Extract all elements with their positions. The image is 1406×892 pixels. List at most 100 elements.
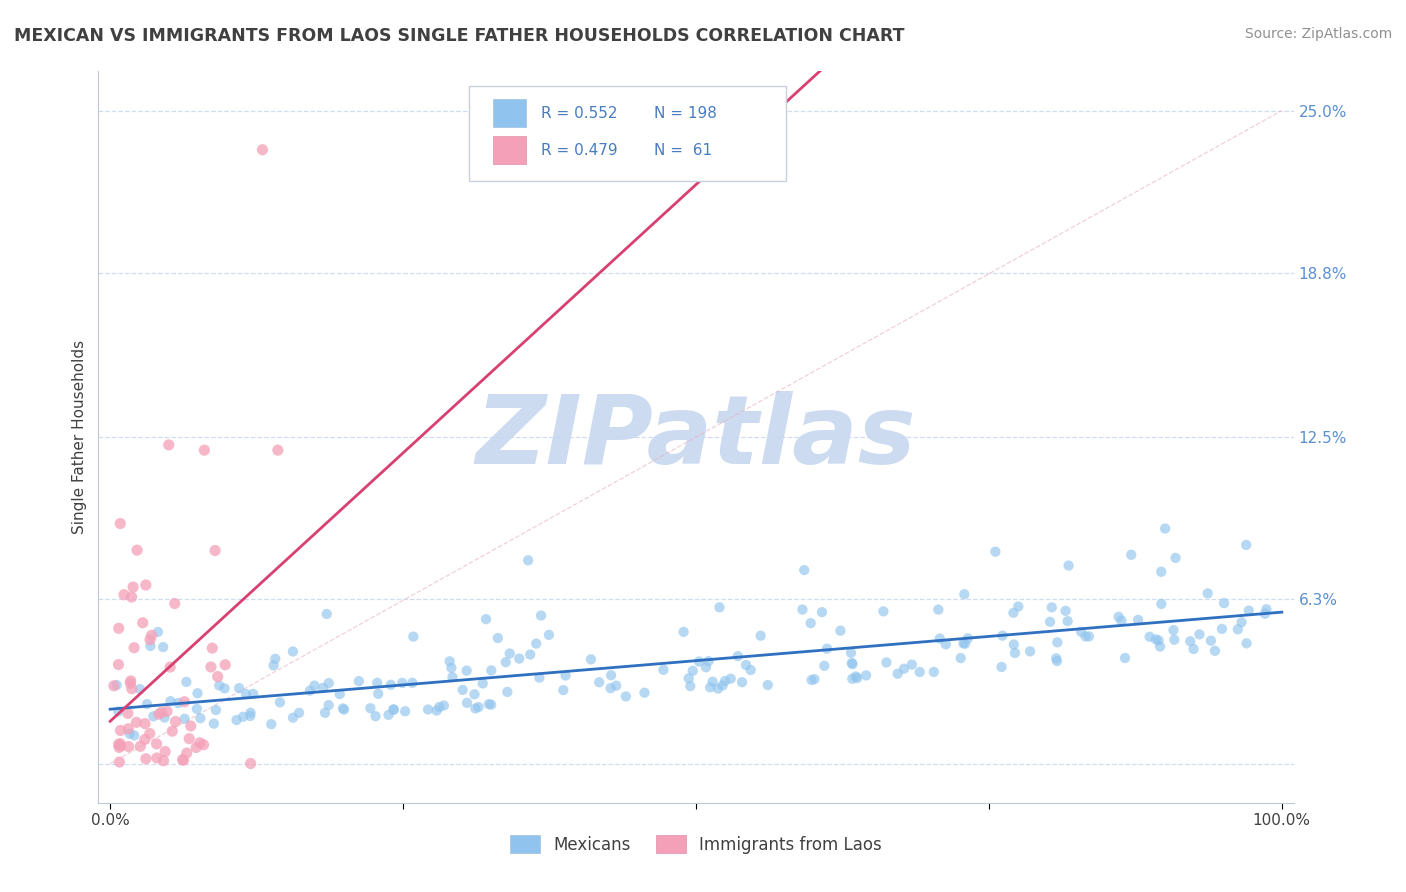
- Point: [288, 706, 311, 720]
- Point: [441, 670, 464, 684]
- Point: [841, 656, 863, 670]
- Point: [134, 732, 156, 747]
- Point: [125, 543, 148, 558]
- Point: [329, 687, 352, 701]
- Point: [456, 664, 478, 678]
- Point: [433, 698, 456, 713]
- Point: [475, 612, 498, 626]
- Point: [135, 752, 157, 766]
- Point: [232, 710, 254, 724]
- Point: [163, 597, 186, 611]
- Point: [682, 664, 704, 678]
- Point: [1114, 651, 1136, 665]
- Point: [922, 665, 945, 679]
- Point: [679, 679, 702, 693]
- Point: [579, 652, 602, 666]
- Point: [841, 672, 863, 686]
- Point: [377, 707, 399, 722]
- Point: [463, 687, 485, 701]
- Point: [202, 716, 225, 731]
- Point: [304, 679, 326, 693]
- Point: [264, 652, 287, 666]
- Point: [200, 660, 222, 674]
- Point: [1040, 600, 1063, 615]
- Point: [952, 636, 974, 650]
- Point: [1046, 654, 1069, 668]
- Point: [121, 590, 143, 604]
- Point: [269, 695, 291, 709]
- Point: [600, 668, 623, 682]
- Y-axis label: Single Father Households: Single Father Households: [72, 340, 87, 534]
- Point: [146, 751, 169, 765]
- Point: [132, 615, 155, 630]
- Text: N = 198: N = 198: [654, 106, 717, 120]
- Point: [103, 679, 125, 693]
- Point: [121, 681, 143, 696]
- Point: [697, 654, 720, 668]
- Point: [225, 713, 247, 727]
- Point: [125, 715, 148, 730]
- Point: [122, 640, 145, 655]
- Point: [159, 694, 181, 708]
- Point: [1054, 604, 1077, 618]
- Point: [537, 628, 560, 642]
- Point: [1234, 538, 1257, 552]
- Point: [312, 681, 335, 695]
- Point: [554, 668, 576, 682]
- Point: [416, 702, 439, 716]
- Bar: [494, 136, 526, 164]
- Point: [456, 696, 478, 710]
- Point: [204, 543, 226, 558]
- Point: [347, 674, 370, 689]
- Point: [120, 676, 142, 690]
- Text: R = 0.479: R = 0.479: [541, 143, 617, 158]
- Point: [1139, 630, 1161, 644]
- Point: [402, 630, 425, 644]
- Point: [108, 755, 131, 769]
- Point: [201, 641, 224, 656]
- Point: [800, 673, 823, 687]
- Point: [136, 697, 159, 711]
- Point: [949, 651, 972, 665]
- Point: [1254, 607, 1277, 621]
- Point: [173, 712, 195, 726]
- Point: [239, 709, 262, 723]
- Point: [908, 665, 931, 679]
- Point: [150, 705, 173, 719]
- Point: [367, 687, 389, 701]
- Point: [152, 640, 174, 654]
- Point: [382, 702, 405, 716]
- Point: [731, 675, 754, 690]
- Point: [1199, 633, 1222, 648]
- Point: [176, 746, 198, 760]
- Point: [156, 704, 179, 718]
- Point: [1039, 615, 1062, 629]
- Point: [193, 738, 215, 752]
- Point: [314, 706, 336, 720]
- Point: [117, 722, 139, 736]
- Point: [146, 624, 169, 639]
- Text: MEXICAN VS IMMIGRANTS FROM LAOS SINGLE FATHER HOUSEHOLDS CORRELATION CHART: MEXICAN VS IMMIGRANTS FROM LAOS SINGLE F…: [14, 27, 904, 45]
- Point: [162, 724, 184, 739]
- Point: [1147, 633, 1170, 648]
- Point: [118, 739, 141, 754]
- Point: [179, 731, 201, 746]
- Point: [135, 578, 157, 592]
- Point: [176, 674, 198, 689]
- Point: [928, 632, 950, 646]
- Point: [401, 676, 423, 690]
- Point: [391, 676, 413, 690]
- Point: [157, 438, 180, 452]
- Point: [524, 637, 547, 651]
- Point: [508, 651, 530, 665]
- Text: N =  61: N = 61: [654, 143, 713, 158]
- Point: [529, 671, 551, 685]
- Point: [451, 682, 474, 697]
- Point: [709, 600, 731, 615]
- Point: [281, 644, 304, 658]
- Point: [107, 705, 129, 719]
- Point: [486, 631, 509, 645]
- Point: [152, 754, 174, 768]
- Point: [359, 701, 381, 715]
- Point: [333, 702, 356, 716]
